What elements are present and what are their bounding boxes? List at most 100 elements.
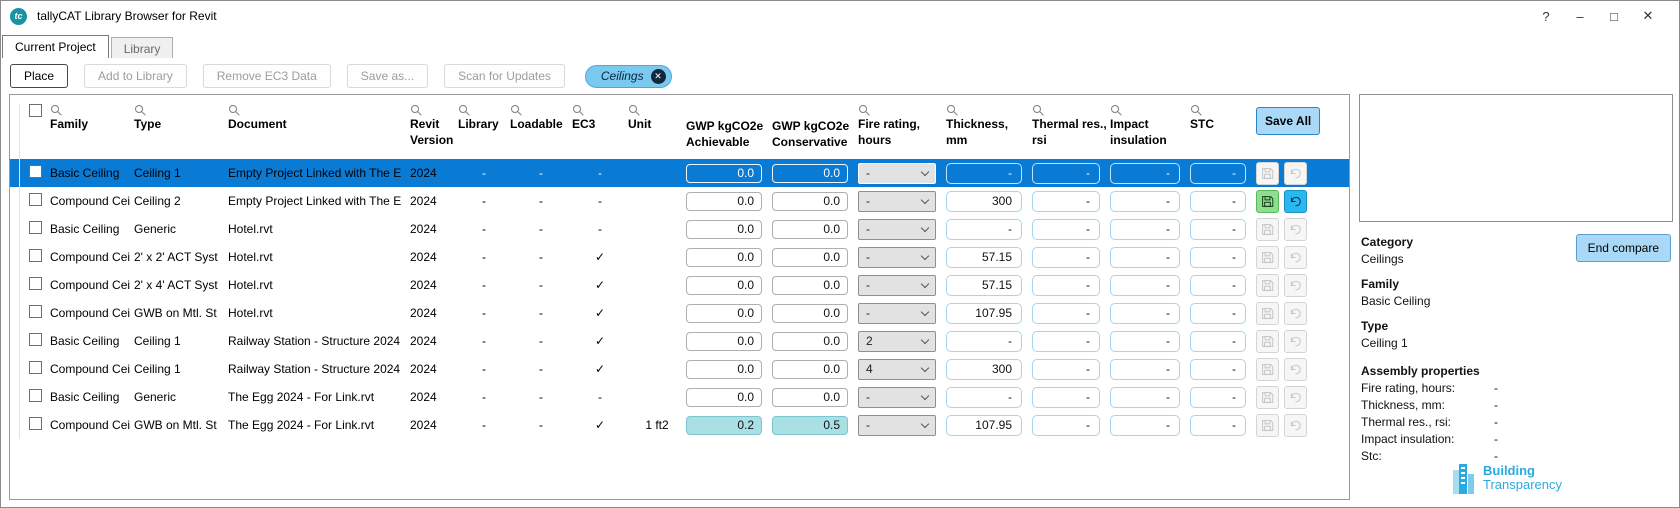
thermal-res-input[interactable]: -	[1032, 331, 1100, 352]
row-checkbox[interactable]	[29, 305, 42, 318]
gwp-conservative-input[interactable]: 0.0	[772, 304, 848, 323]
stc-input[interactable]: -	[1190, 163, 1246, 184]
stc-input[interactable]: -	[1190, 275, 1246, 296]
select-all-checkbox[interactable]	[29, 104, 42, 117]
table-row[interactable]: Basic CeilingGenericHotel.rvt2024---0.00…	[10, 215, 1349, 243]
search-icon[interactable]	[1191, 105, 1199, 113]
undo-row-button[interactable]	[1284, 330, 1307, 353]
gwp-conservative-input[interactable]: 0.0	[772, 164, 848, 183]
row-checkbox[interactable]	[29, 249, 42, 262]
close-icon[interactable]: ✕	[1631, 1, 1665, 31]
gwp-achievable-input[interactable]: 0.0	[686, 360, 762, 379]
row-checkbox[interactable]	[29, 333, 42, 346]
gwp-conservative-input[interactable]: 0.0	[772, 360, 848, 379]
table-row[interactable]: Basic CeilingCeiling 1Railway Station - …	[10, 327, 1349, 355]
save-row-button[interactable]	[1256, 246, 1279, 269]
table-row[interactable]: Compound CeiCeiling 1Railway Station - S…	[10, 355, 1349, 383]
maximize-icon[interactable]: □	[1597, 1, 1631, 31]
table-row[interactable]: Compound Cei2' x 2' ACT SystHotel.rvt202…	[10, 243, 1349, 271]
table-row[interactable]: Compound Cei2' x 4' ACT SystHotel.rvt202…	[10, 271, 1349, 299]
minimize-icon[interactable]: –	[1563, 1, 1597, 31]
fire-rating-select[interactable]: -	[858, 275, 936, 296]
impact-insulation-input[interactable]: -	[1110, 387, 1180, 408]
gwp-conservative-input[interactable]: 0.0	[772, 220, 848, 239]
help-icon[interactable]: ?	[1529, 1, 1563, 31]
fire-rating-select[interactable]: -	[858, 247, 936, 268]
stc-input[interactable]: -	[1190, 387, 1246, 408]
row-checkbox[interactable]	[29, 165, 42, 178]
fire-rating-select[interactable]: -	[858, 163, 936, 184]
ceilings-filter-chip[interactable]: Ceilings ✕	[585, 65, 672, 88]
stc-input[interactable]: -	[1190, 359, 1246, 380]
search-icon[interactable]	[947, 105, 955, 113]
search-icon[interactable]	[411, 105, 419, 113]
save-row-button[interactable]	[1256, 190, 1279, 213]
row-checkbox[interactable]	[29, 277, 42, 290]
stc-input[interactable]: -	[1190, 219, 1246, 240]
gwp-achievable-input[interactable]: 0.0	[686, 164, 762, 183]
thickness-input[interactable]: 107.95	[946, 415, 1022, 436]
scan-for-updates-button[interactable]: Scan for Updates	[444, 64, 565, 88]
table-row[interactable]: Basic CeilingGenericThe Egg 2024 - For L…	[10, 383, 1349, 411]
thickness-input[interactable]: -	[946, 163, 1022, 184]
remove-filter-icon[interactable]: ✕	[651, 69, 666, 84]
row-checkbox[interactable]	[29, 361, 42, 374]
search-icon[interactable]	[135, 105, 143, 113]
undo-row-button[interactable]	[1284, 274, 1307, 297]
gwp-conservative-input[interactable]: 0.0	[772, 192, 848, 211]
table-row[interactable]: Compound CeiGWB on Mtl. StHotel.rvt2024-…	[10, 299, 1349, 327]
gwp-achievable-input[interactable]: 0.0	[686, 192, 762, 211]
search-icon[interactable]	[1111, 105, 1119, 113]
thickness-input[interactable]: -	[946, 387, 1022, 408]
search-icon[interactable]	[229, 105, 237, 113]
end-compare-button[interactable]: End compare	[1576, 234, 1671, 262]
undo-row-button[interactable]	[1284, 218, 1307, 241]
gwp-achievable-input[interactable]: 0.0	[686, 220, 762, 239]
thickness-input[interactable]: -	[946, 219, 1022, 240]
thickness-input[interactable]: 300	[946, 191, 1022, 212]
search-icon[interactable]	[459, 105, 467, 113]
row-checkbox[interactable]	[29, 193, 42, 206]
fire-rating-select[interactable]: -	[858, 415, 936, 436]
impact-insulation-input[interactable]: -	[1110, 163, 1180, 184]
gwp-achievable-input[interactable]: 0.0	[686, 304, 762, 323]
thermal-res-input[interactable]: -	[1032, 387, 1100, 408]
save-row-button[interactable]	[1256, 302, 1279, 325]
gwp-conservative-input[interactable]: 0.0	[772, 276, 848, 295]
tab-library[interactable]: Library	[111, 37, 174, 58]
impact-insulation-input[interactable]: -	[1110, 275, 1180, 296]
fire-rating-select[interactable]: -	[858, 303, 936, 324]
save-as-button[interactable]: Save as...	[347, 64, 428, 88]
search-icon[interactable]	[1033, 105, 1041, 113]
gwp-achievable-input[interactable]: 0.0	[686, 332, 762, 351]
gwp-conservative-input[interactable]: 0.5	[772, 416, 848, 435]
undo-row-button[interactable]	[1284, 162, 1307, 185]
gwp-conservative-input[interactable]: 0.0	[772, 388, 848, 407]
fire-rating-select[interactable]: -	[858, 191, 936, 212]
thickness-input[interactable]: 107.95	[946, 303, 1022, 324]
undo-row-button[interactable]	[1284, 358, 1307, 381]
impact-insulation-input[interactable]: -	[1110, 191, 1180, 212]
stc-input[interactable]: -	[1190, 191, 1246, 212]
table-row[interactable]: Compound CeiCeiling 2Empty Project Linke…	[10, 187, 1349, 215]
fire-rating-select[interactable]: -	[858, 387, 936, 408]
table-row[interactable]: Basic CeilingCeiling 1Empty Project Link…	[10, 159, 1349, 187]
impact-insulation-input[interactable]: -	[1110, 331, 1180, 352]
search-icon[interactable]	[511, 105, 519, 113]
gwp-achievable-input[interactable]: 0.0	[686, 248, 762, 267]
save-row-button[interactable]	[1256, 386, 1279, 409]
search-icon[interactable]	[629, 105, 637, 113]
impact-insulation-input[interactable]: -	[1110, 359, 1180, 380]
table-row[interactable]: Compound CeiGWB on Mtl. StThe Egg 2024 -…	[10, 411, 1349, 439]
stc-input[interactable]: -	[1190, 303, 1246, 324]
thickness-input[interactable]: 57.15	[946, 247, 1022, 268]
gwp-achievable-input[interactable]: 0.0	[686, 388, 762, 407]
save-row-button[interactable]	[1256, 330, 1279, 353]
undo-row-button[interactable]	[1284, 302, 1307, 325]
save-row-button[interactable]	[1256, 414, 1279, 437]
stc-input[interactable]: -	[1190, 415, 1246, 436]
save-row-button[interactable]	[1256, 274, 1279, 297]
thickness-input[interactable]: 300	[946, 359, 1022, 380]
undo-row-button[interactable]	[1284, 414, 1307, 437]
thermal-res-input[interactable]: -	[1032, 415, 1100, 436]
